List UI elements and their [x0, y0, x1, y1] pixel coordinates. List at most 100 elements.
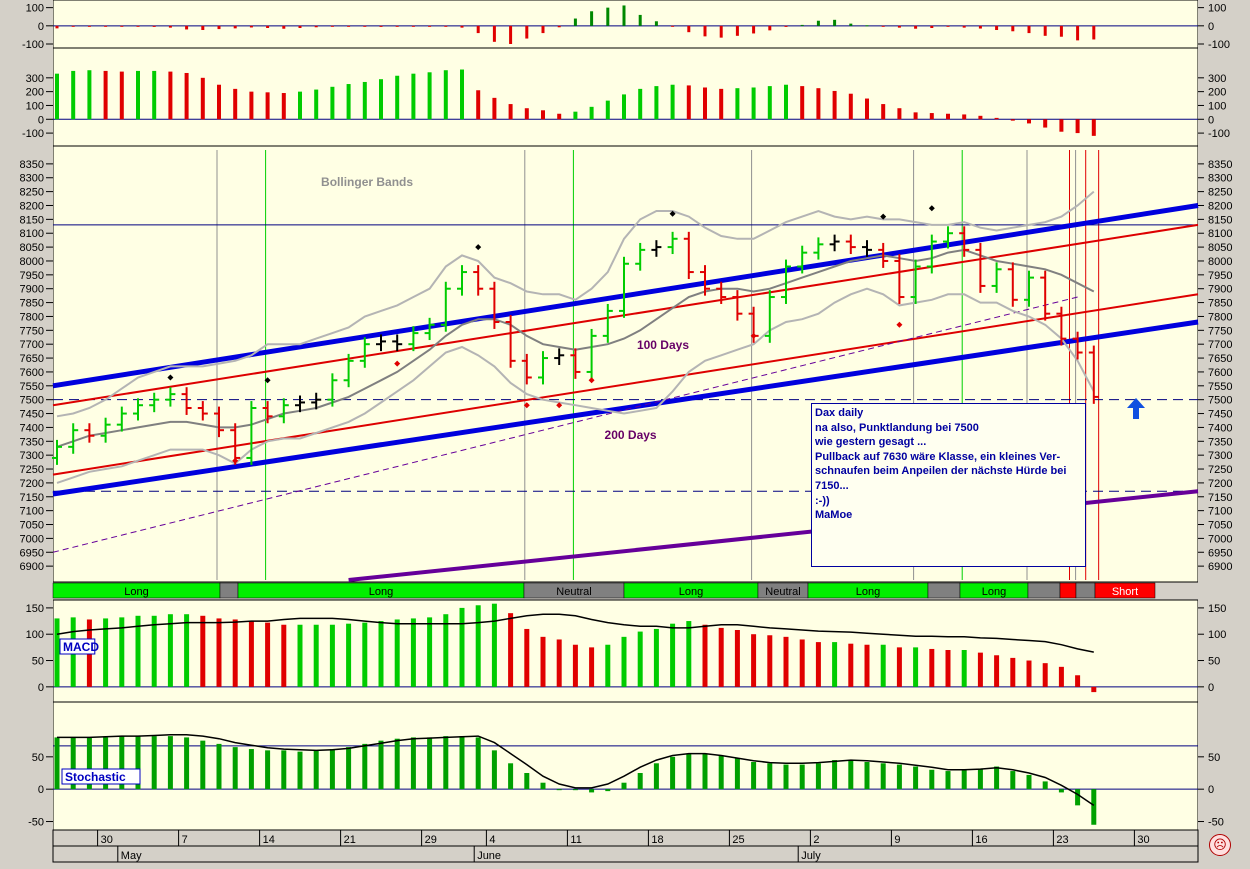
top2-right-tick: 300	[1208, 73, 1226, 85]
macd-bar	[848, 643, 854, 687]
macd-bar	[1075, 675, 1081, 687]
x-tick-label: 14	[263, 834, 275, 846]
stoch-bar	[815, 763, 821, 790]
stoch-bar	[443, 736, 449, 790]
stoch-bar	[653, 763, 659, 790]
top1-bar	[735, 25, 739, 36]
stoch-bar	[734, 758, 740, 790]
price-right-tick: 7700	[1208, 339, 1232, 351]
top1-bar	[833, 19, 837, 26]
top2-bar	[460, 69, 464, 120]
top1-left-tick: 100	[26, 3, 44, 15]
macd-bar	[1091, 686, 1097, 693]
top2-bar	[1027, 119, 1031, 124]
top1-bar	[379, 25, 383, 27]
price-right-tick: 7150	[1208, 492, 1232, 504]
macd-bar	[540, 636, 546, 687]
macd-right-tick: 100	[1208, 629, 1226, 641]
macd-bar	[378, 621, 384, 687]
stoch-bar	[880, 763, 886, 790]
stoch-bar	[216, 743, 222, 790]
macd-bar	[313, 624, 319, 687]
macd-bar	[556, 639, 562, 687]
x-tick-label: 23	[1056, 834, 1068, 846]
top1-right-tick: 0	[1208, 21, 1214, 33]
price-right-tick: 7650	[1208, 353, 1232, 365]
price-right-tick: 7200	[1208, 478, 1232, 490]
macd-label-box	[59, 638, 96, 655]
price-right-tick: 8150	[1208, 214, 1232, 226]
top1-right-tick: 100	[1208, 3, 1226, 15]
stoch-right-tick: 0	[1208, 784, 1214, 796]
annotation-line: Pullback auf 7630 wäre Klasse, ein klein…	[815, 450, 1061, 463]
bollinger-upper-line	[56, 190, 1095, 418]
stoch-bar	[475, 737, 481, 790]
stoch-bar	[346, 747, 352, 790]
top2-bar	[719, 88, 724, 120]
top1-bar	[816, 20, 820, 26]
top2-left-tick: 200	[26, 87, 44, 99]
pivot-marker	[394, 360, 401, 367]
top2-bar	[314, 89, 319, 120]
price-left-tick: 7050	[20, 520, 44, 532]
top1-bar	[282, 25, 286, 29]
top1-bar	[881, 25, 885, 27]
top2-bar	[638, 88, 643, 120]
stoch-bar	[718, 755, 724, 790]
stoch-bar	[70, 737, 76, 790]
macd-bar	[491, 603, 497, 687]
price-right-tick: 6950	[1208, 547, 1232, 559]
macd-bar	[864, 644, 870, 687]
price-right-tick: 7750	[1208, 325, 1232, 337]
stoch-bar	[265, 750, 271, 790]
macd-bar	[329, 624, 335, 687]
macd-bar	[945, 650, 951, 687]
macd-bar	[216, 618, 222, 687]
top1-bar	[428, 25, 432, 27]
top2-bar	[184, 72, 189, 120]
price-right-tick: 7800	[1208, 311, 1232, 323]
stoch-bar	[167, 736, 173, 790]
price-left-tick: 7200	[20, 478, 44, 490]
stoch-bar	[103, 737, 109, 790]
macd-bar	[459, 607, 465, 687]
top2-bar	[686, 85, 691, 120]
macd-bar	[783, 636, 789, 687]
annotation-line: Dax daily	[815, 407, 864, 419]
stoch-bar	[508, 763, 514, 790]
signal-band-label: Neutral	[765, 586, 800, 598]
price-right-tick: 8050	[1208, 242, 1232, 254]
top1-bar	[978, 25, 982, 29]
price-left-tick: 7650	[20, 353, 44, 365]
price-left-tick: 7950	[20, 270, 44, 282]
top1-bar	[249, 25, 253, 28]
price-left-tick: 7100	[20, 506, 44, 518]
macd-bar	[1058, 666, 1064, 687]
price-left-tick: 8050	[20, 242, 44, 254]
top1-bar	[557, 25, 561, 28]
top2-bar	[249, 91, 254, 120]
price-left-tick: 8300	[20, 173, 44, 185]
ma200-label: 200 Days	[605, 428, 657, 442]
top1-bar	[703, 25, 707, 37]
stoch-bar	[362, 743, 368, 790]
stoch-bar	[410, 737, 416, 790]
macd-bar	[103, 618, 109, 687]
top1-bar	[573, 18, 577, 26]
top1-bar	[1092, 25, 1096, 40]
sad-smiley-icon[interactable]: ☹	[1209, 834, 1231, 856]
top2-bar	[476, 90, 481, 120]
top1-bar	[71, 25, 75, 27]
ma200-dashed-line	[52, 296, 1078, 553]
stoch-bar	[540, 782, 546, 790]
month-label: June	[477, 850, 501, 862]
stoch-bar	[135, 736, 141, 790]
stoch-bar	[556, 789, 562, 791]
macd-left-tick: 50	[32, 656, 44, 668]
stoch-bar	[281, 750, 287, 790]
pivot-marker	[523, 402, 530, 409]
top1-bar	[962, 25, 966, 28]
x-tick-label: 4	[489, 834, 495, 846]
macd-bar	[799, 639, 805, 687]
price-left-tick: 7750	[20, 325, 44, 337]
